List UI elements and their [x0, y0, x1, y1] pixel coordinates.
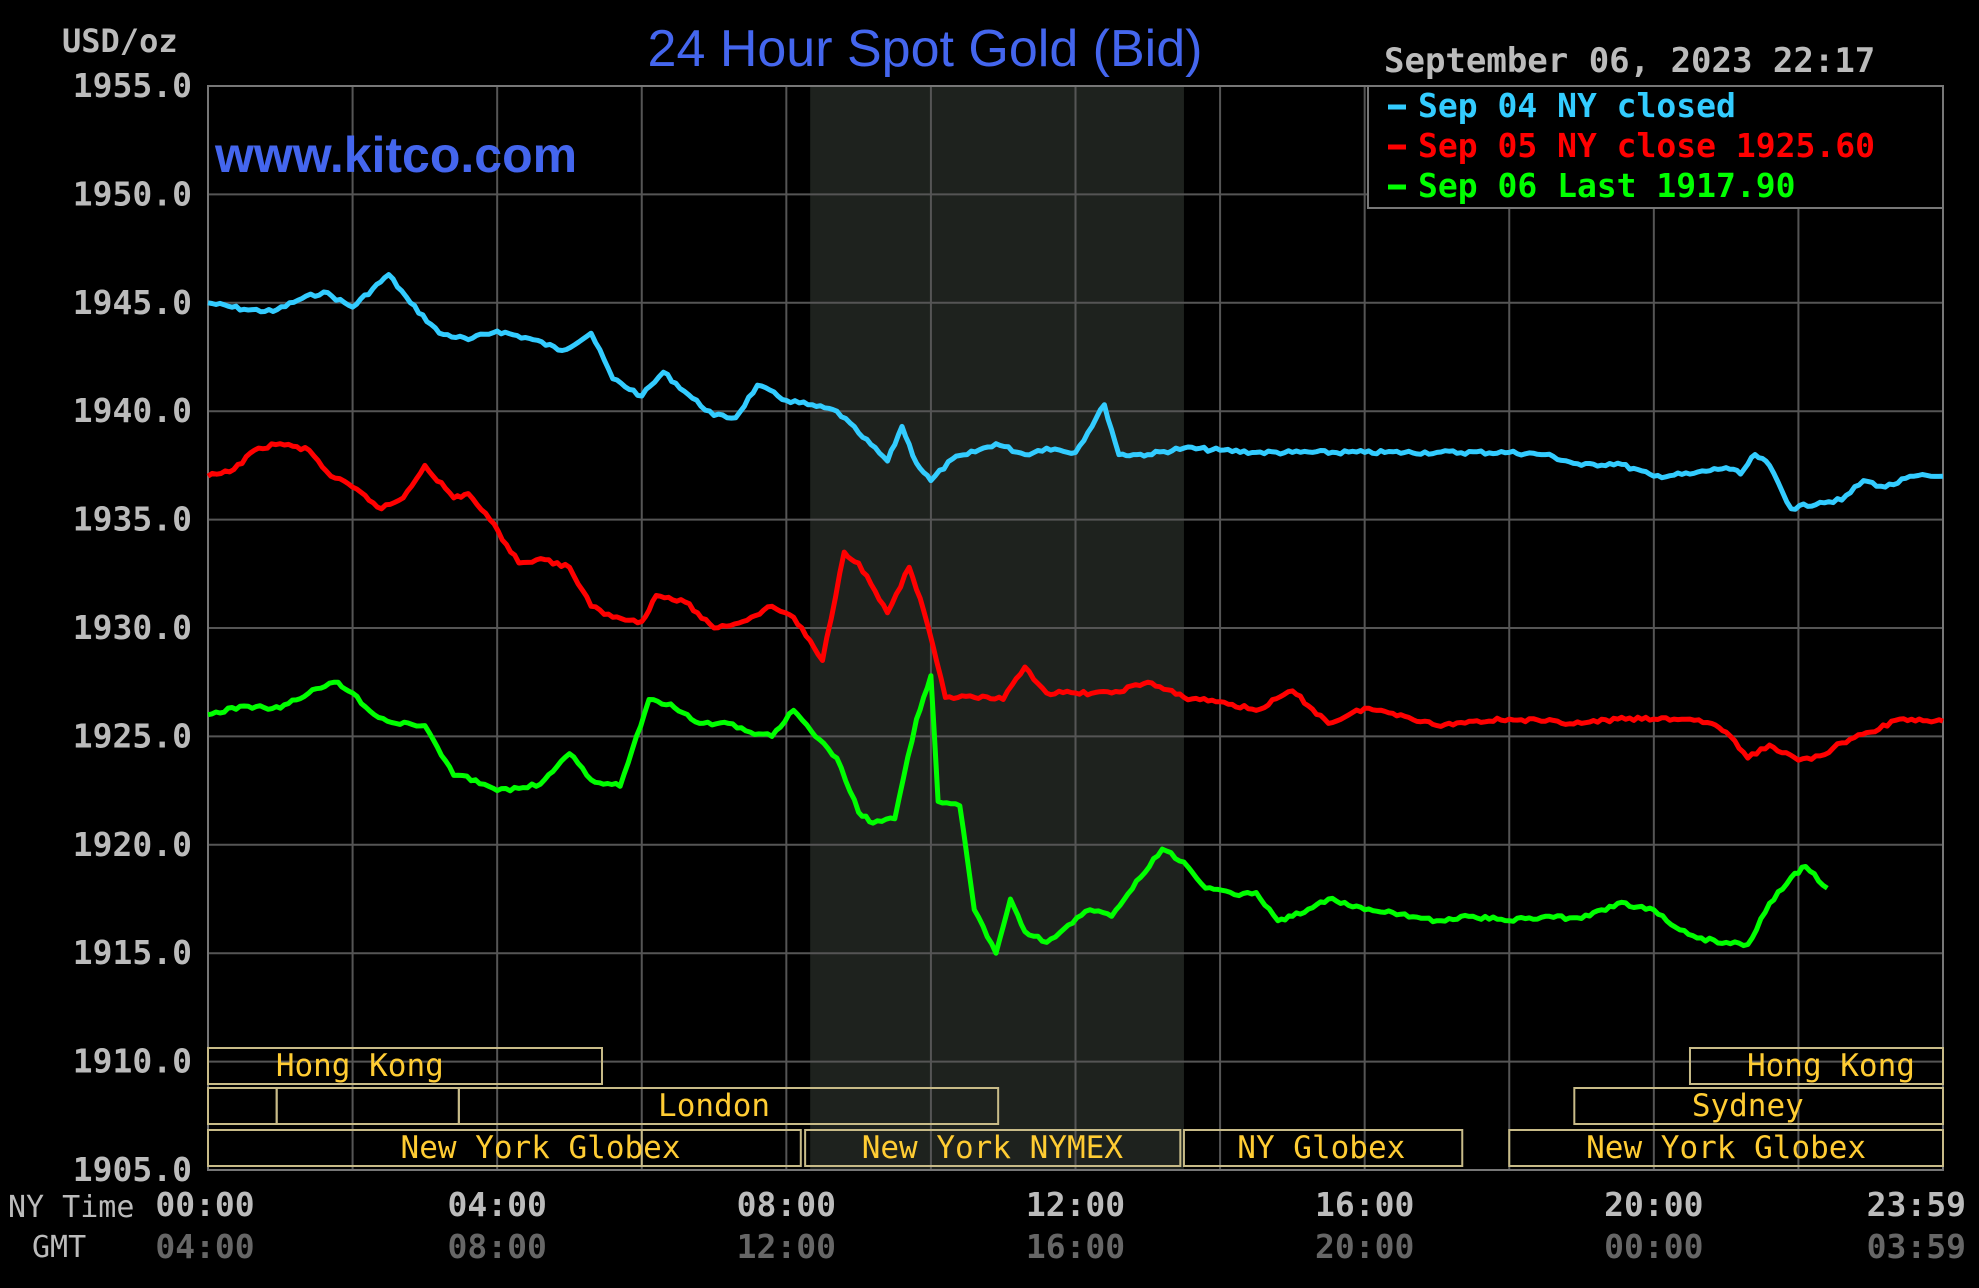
session-label: Hong Kong — [276, 1048, 444, 1084]
x-tick-label-gmt: 16:00 — [1026, 1227, 1125, 1266]
x-tick-label-gmt: 00:00 — [1604, 1227, 1703, 1266]
session-label: Hong Kong — [1747, 1048, 1915, 1084]
session-label: London — [658, 1088, 770, 1124]
x-tick-label-ny: 20:00 — [1604, 1185, 1703, 1224]
timestamp: September 06, 2023 22:17 — [1384, 41, 1875, 81]
series-lines — [206, 272, 1944, 956]
session-box — [275, 1087, 460, 1125]
plot-frame — [207, 85, 1944, 1171]
x-tick-label-gmt: 20:00 — [1315, 1227, 1414, 1266]
session-box — [1573, 1087, 1944, 1125]
session-box — [804, 1129, 1182, 1167]
ny-time-label: NY Time — [8, 1190, 134, 1225]
session-box — [1182, 1129, 1464, 1167]
session-label: New York NYMEX — [862, 1130, 1124, 1166]
session-box — [457, 1087, 1000, 1125]
session-box — [207, 1087, 278, 1125]
x-tick-label-ny: 00:00 — [155, 1185, 254, 1224]
session-box — [207, 1129, 802, 1167]
y-tick-label: 1925.0 — [73, 716, 192, 755]
session-label: New York Globex — [1586, 1130, 1866, 1166]
y-tick-label: 1910.0 — [73, 1042, 192, 1081]
x-tick-label-ny: 08:00 — [737, 1185, 836, 1224]
session-box — [207, 1047, 603, 1085]
x-tick-label-gmt: 12:00 — [737, 1227, 836, 1266]
session-label: New York Globex — [401, 1130, 681, 1166]
y-tick-label: 1935.0 — [73, 500, 192, 539]
grid-lines — [208, 86, 1943, 1170]
x-tick-label-gmt: 08:00 — [447, 1227, 546, 1266]
x-tick-label-ny: 04:00 — [447, 1185, 546, 1224]
legend-box — [1367, 85, 1944, 209]
y-tick-label: 1940.0 — [73, 391, 192, 430]
market-sessions: Hong Kong London New York Globex New York N… — [207, 1047, 1944, 1167]
x-axis-ticks: 00:0004:0004:0008:0008:0012:0012:0016:00… — [155, 1185, 1966, 1266]
session-label: NY Globex — [1237, 1130, 1405, 1166]
y-tick-label: 1930.0 — [73, 608, 192, 647]
website-label: www.kitco.com — [214, 127, 577, 183]
y-tick-label: 1955.0 — [73, 66, 192, 105]
y-tick-label: 1950.0 — [73, 174, 192, 213]
legend-entry: Sep 05 NY close 1925.60 — [1418, 126, 1875, 165]
legend-entry: Sep 04 NY closed — [1418, 86, 1736, 125]
y-tick-label: 1920.0 — [73, 825, 192, 864]
session-box — [1508, 1129, 1944, 1167]
gmt-label: GMT — [32, 1230, 86, 1265]
legend-entry: Sep 06 Last 1917.90 — [1418, 166, 1796, 205]
x-tick-label-ny: 16:00 — [1315, 1185, 1414, 1224]
x-tick-label-gmt: 03:59 — [1867, 1227, 1966, 1266]
x-tick-label-ny: 23:59 — [1867, 1185, 1966, 1224]
y-tick-label: 1945.0 — [73, 283, 192, 322]
y-tick-label: 1905.0 — [73, 1150, 192, 1189]
series-line — [207, 272, 1944, 512]
x-tick-label-gmt: 04:00 — [155, 1227, 254, 1266]
session-label: Sydney — [1692, 1088, 1804, 1124]
y-axis-ticks: 1955.0 1950.0 1945.0 1940.0 1935.0 1930.0 1925… — [73, 66, 192, 1189]
y-axis-label: USD/oz — [62, 22, 178, 60]
series-line — [207, 673, 1829, 956]
series-line — [206, 441, 1944, 763]
chart-title: 24 Hour Spot Gold (Bid) — [648, 20, 1203, 78]
y-tick-label: 1915.0 — [73, 933, 192, 972]
session-box — [1688, 1047, 1944, 1085]
x-tick-label-ny: 12:00 — [1026, 1185, 1125, 1224]
